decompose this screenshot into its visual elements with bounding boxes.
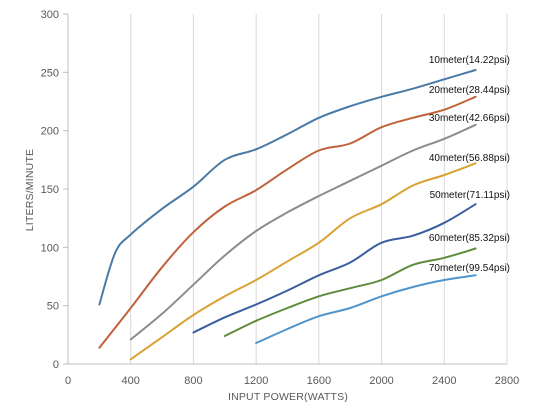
series-line	[223, 247, 477, 337]
gridlines	[130, 14, 508, 364]
x-tick-label: 2400	[432, 375, 456, 387]
series-line	[192, 203, 477, 334]
y-tick-label: 200	[41, 126, 59, 138]
series-labels: 10meter(14.22psi) 20meter(28.44psi) 30mete…	[429, 55, 510, 274]
x-tick-label: 800	[184, 375, 202, 387]
x-tick-label: 1600	[307, 375, 331, 387]
series-line	[98, 69, 477, 306]
series-label: 40meter(56.88psi)	[429, 153, 510, 164]
x-axis-label: INPUT POWER(WATTS)	[228, 391, 348, 403]
y-tick-label: 0	[53, 359, 59, 371]
y-tick-label: 50	[47, 301, 59, 313]
series-label: 70meter(99.54psi)	[429, 263, 510, 274]
x-tick-label: 400	[122, 375, 140, 387]
x-tick-label: 2000	[369, 375, 393, 387]
y-tick-label: 150	[41, 184, 59, 196]
series-label: 30meter(42.66psi)	[429, 113, 510, 124]
y-tick-label: 250	[41, 67, 59, 79]
series-line	[129, 123, 477, 341]
series-label: 10meter(14.22psi)	[429, 55, 510, 66]
series-label: 20meter(28.44psi)	[429, 85, 510, 96]
series-lines	[98, 69, 477, 361]
series-line	[255, 274, 477, 344]
series-label: 50meter(71.11psi)	[430, 190, 510, 201]
series-label: 60meter(85.32psi)	[429, 233, 510, 244]
x-tick-label: 1200	[244, 375, 268, 387]
x-tick-label: 2800	[495, 375, 519, 387]
x-tick-label: 0	[65, 375, 71, 387]
axes: 0 400 800 1200 1600 2000 2400 2800 0 50 100 150 200 2…	[41, 9, 520, 387]
y-tick-label: 300	[41, 9, 59, 21]
y-axis-label: LITERS/MINUTE	[24, 149, 36, 232]
series-line	[129, 162, 477, 361]
series-line	[98, 95, 477, 349]
y-tick-label: 100	[41, 242, 59, 254]
